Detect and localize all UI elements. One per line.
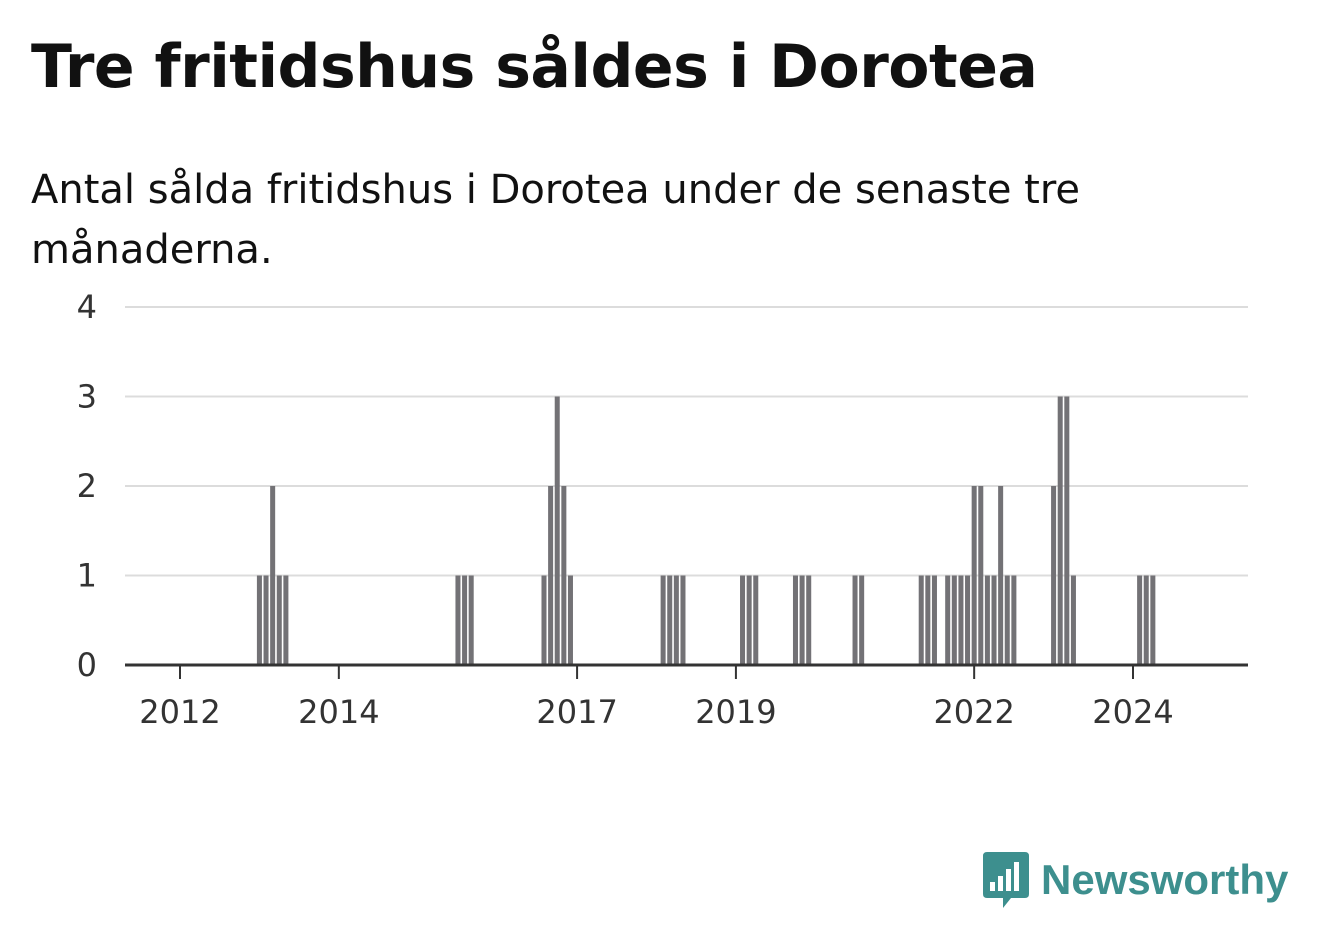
bar (753, 575, 759, 665)
y-tick-label: 4 (77, 288, 97, 326)
chart-subtitle: Antal sålda fritidshus i Dorotea under d… (31, 167, 1081, 273)
bar (1051, 486, 1057, 665)
bar (978, 486, 984, 665)
y-axis-ticks: 0 1 2 3 4 (77, 288, 97, 684)
bar (541, 575, 547, 665)
bar (548, 486, 554, 665)
bar (951, 575, 957, 665)
bar (276, 575, 282, 665)
bar (667, 575, 673, 665)
bar (1070, 575, 1076, 665)
bar (660, 575, 666, 665)
y-tick-label: 2 (77, 467, 97, 505)
bar (965, 575, 971, 665)
bar (270, 486, 276, 665)
bar (263, 575, 269, 665)
bar (680, 575, 686, 665)
y-tick-label: 0 (77, 646, 97, 684)
x-tick-label: 2022 (933, 693, 1014, 731)
bar (991, 575, 997, 665)
bar (792, 575, 798, 665)
bar (971, 486, 977, 665)
bar (468, 575, 474, 665)
bar (998, 486, 1004, 665)
y-tick-label: 1 (77, 557, 97, 595)
bar (673, 575, 679, 665)
bar (958, 575, 964, 665)
bar (1143, 575, 1149, 665)
x-tick-label: 2014 (298, 693, 379, 731)
newsworthy-bar-icon (983, 852, 1029, 908)
bar (925, 575, 931, 665)
bar (799, 575, 805, 665)
bar (283, 575, 289, 665)
x-tick-label: 2017 (536, 693, 617, 731)
bar (1011, 575, 1017, 665)
chart-title: Tre fritidshus såldes i Dorotea (31, 32, 1038, 102)
bar (806, 575, 812, 665)
y-tick-label: 3 (77, 378, 97, 416)
bar (1004, 575, 1010, 665)
gridlines (125, 306, 1248, 577)
x-axis-ticks: 2012 2014 2017 2019 2022 2024 (139, 665, 1174, 731)
bar (859, 575, 865, 665)
bar (561, 486, 567, 665)
bar (1137, 575, 1143, 665)
bar (746, 575, 752, 665)
bar (931, 575, 937, 665)
x-tick-label: 2019 (695, 693, 776, 731)
bar (945, 575, 951, 665)
bar (1057, 396, 1063, 665)
x-tick-label: 2012 (139, 693, 220, 731)
newsworthy-logo: Newsworthy (981, 850, 1288, 910)
x-tick-label: 2024 (1092, 693, 1173, 731)
bar (1150, 575, 1156, 665)
bar (554, 396, 560, 665)
bar (984, 575, 990, 665)
bar (462, 575, 468, 665)
newsworthy-wordmark: Newsworthy (1041, 856, 1289, 903)
bar (740, 575, 746, 665)
bar (567, 575, 573, 665)
bar (455, 575, 461, 665)
bar (852, 575, 858, 665)
bars (256, 396, 1156, 665)
bar (1064, 396, 1070, 665)
bar (918, 575, 924, 665)
bar (256, 575, 262, 665)
